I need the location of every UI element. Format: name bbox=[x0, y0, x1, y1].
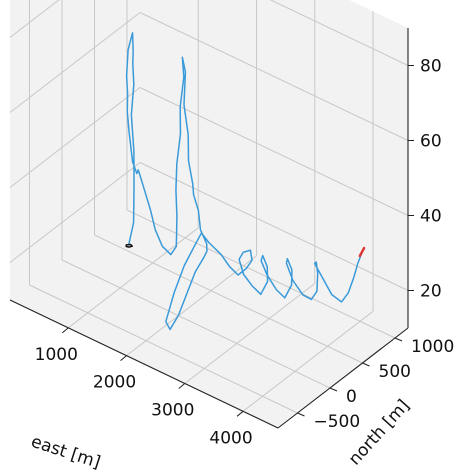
z-tick-label: 20 bbox=[420, 282, 442, 302]
gridline-z-side bbox=[9, 0, 60, 38]
gridline-y-floor bbox=[126, 209, 396, 339]
x-tick bbox=[120, 355, 127, 362]
series-line-0 bbox=[125, 32, 364, 331]
gridline-z-back bbox=[269, 0, 409, 66]
y-axis-line bbox=[277, 327, 409, 429]
axis-edges bbox=[9, 28, 409, 429]
series-line-1 bbox=[125, 243, 134, 248]
series-line-2 bbox=[358, 246, 366, 258]
series-layer bbox=[125, 32, 366, 331]
x-tick-label: 4000 bbox=[209, 428, 252, 448]
x-axis-line bbox=[9, 299, 279, 429]
gridline-z-side bbox=[9, 162, 141, 263]
x-tick-label: 2000 bbox=[93, 373, 136, 393]
y-tick-label: 500 bbox=[379, 362, 411, 382]
tick-marks bbox=[61, 65, 414, 417]
gridline-z-side bbox=[9, 87, 141, 188]
x-tick bbox=[178, 383, 186, 389]
x-tick bbox=[61, 327, 69, 334]
x-tick bbox=[236, 410, 244, 417]
x-tick-label: 1000 bbox=[35, 345, 78, 365]
y-tick bbox=[329, 387, 338, 392]
y-tick-label: 1000 bbox=[411, 337, 454, 357]
y-tick bbox=[362, 362, 370, 367]
y-tick-label: 0 bbox=[346, 387, 357, 407]
y-tick-label: −500 bbox=[314, 412, 361, 432]
x-axis-label: east [m] bbox=[28, 432, 102, 473]
floor-pane bbox=[10, 200, 408, 428]
gridline-y-floor bbox=[61, 259, 331, 389]
gridline-y-floor bbox=[94, 234, 363, 364]
y-tick bbox=[297, 412, 305, 417]
back-pane bbox=[140, 0, 408, 328]
z-tick-label: 80 bbox=[420, 57, 442, 77]
gridlines bbox=[9, 0, 409, 414]
z-tick-label: 40 bbox=[420, 207, 442, 227]
gridline-z-back bbox=[139, 162, 409, 291]
gridline-z-side bbox=[9, 12, 141, 113]
x-tick-label: 3000 bbox=[151, 400, 194, 420]
axis-panes bbox=[10, 0, 408, 428]
gridline-y-floor bbox=[29, 284, 298, 414]
gridline-z-back bbox=[139, 12, 409, 141]
gridline-x-floor bbox=[242, 310, 374, 412]
gridline-x-floor bbox=[184, 283, 316, 384]
y-tick bbox=[394, 337, 403, 342]
z-tick-label: 60 bbox=[420, 132, 442, 152]
